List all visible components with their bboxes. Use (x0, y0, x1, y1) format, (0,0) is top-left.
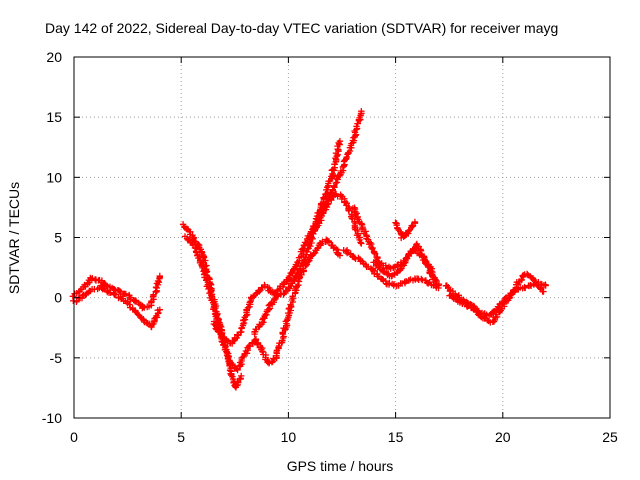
x-tick-label: 15 (388, 429, 404, 445)
series-8 (340, 247, 442, 292)
x-tick-label: 0 (70, 429, 78, 445)
y-tick-label: 0 (54, 290, 62, 306)
series-13 (446, 270, 547, 326)
series-4 (181, 233, 344, 374)
x-tick-label: 5 (177, 429, 185, 445)
series-7 (306, 108, 365, 240)
series-markers (392, 218, 419, 242)
series-11 (392, 218, 419, 242)
x-tick-label: 20 (495, 429, 511, 445)
y-tick-label: 15 (46, 109, 62, 125)
x-tick-label: 10 (281, 429, 297, 445)
series-2 (70, 282, 163, 331)
series-markers (70, 282, 163, 331)
series-markers (181, 233, 344, 374)
series-markers (251, 138, 344, 338)
y-tick-label: 10 (46, 169, 62, 185)
series-markers (340, 247, 442, 292)
grid (74, 57, 610, 418)
series-markers (446, 270, 547, 326)
y-tick-label: 20 (46, 49, 62, 65)
series-6 (251, 138, 344, 338)
x-tick-label: 25 (602, 429, 618, 445)
x-axis-label: GPS time / hours (287, 458, 394, 474)
series-markers (69, 272, 163, 312)
data-marks (69, 108, 549, 391)
y-tick-label: -5 (50, 350, 63, 366)
axes: 0 5 10 15 20 25 -10 -5 0 5 10 15 20 (42, 49, 618, 445)
chart-title: Day 142 of 2022, Sidereal Day-to-day VTE… (45, 20, 558, 36)
series-markers (306, 108, 365, 240)
series-1 (69, 272, 163, 312)
series-10 (370, 240, 438, 283)
y-tick-label: 5 (54, 230, 62, 246)
y-tick-label: -10 (42, 410, 62, 426)
y-axis-label: SDTVAR / TECUs (6, 182, 22, 294)
series-markers (370, 240, 438, 283)
